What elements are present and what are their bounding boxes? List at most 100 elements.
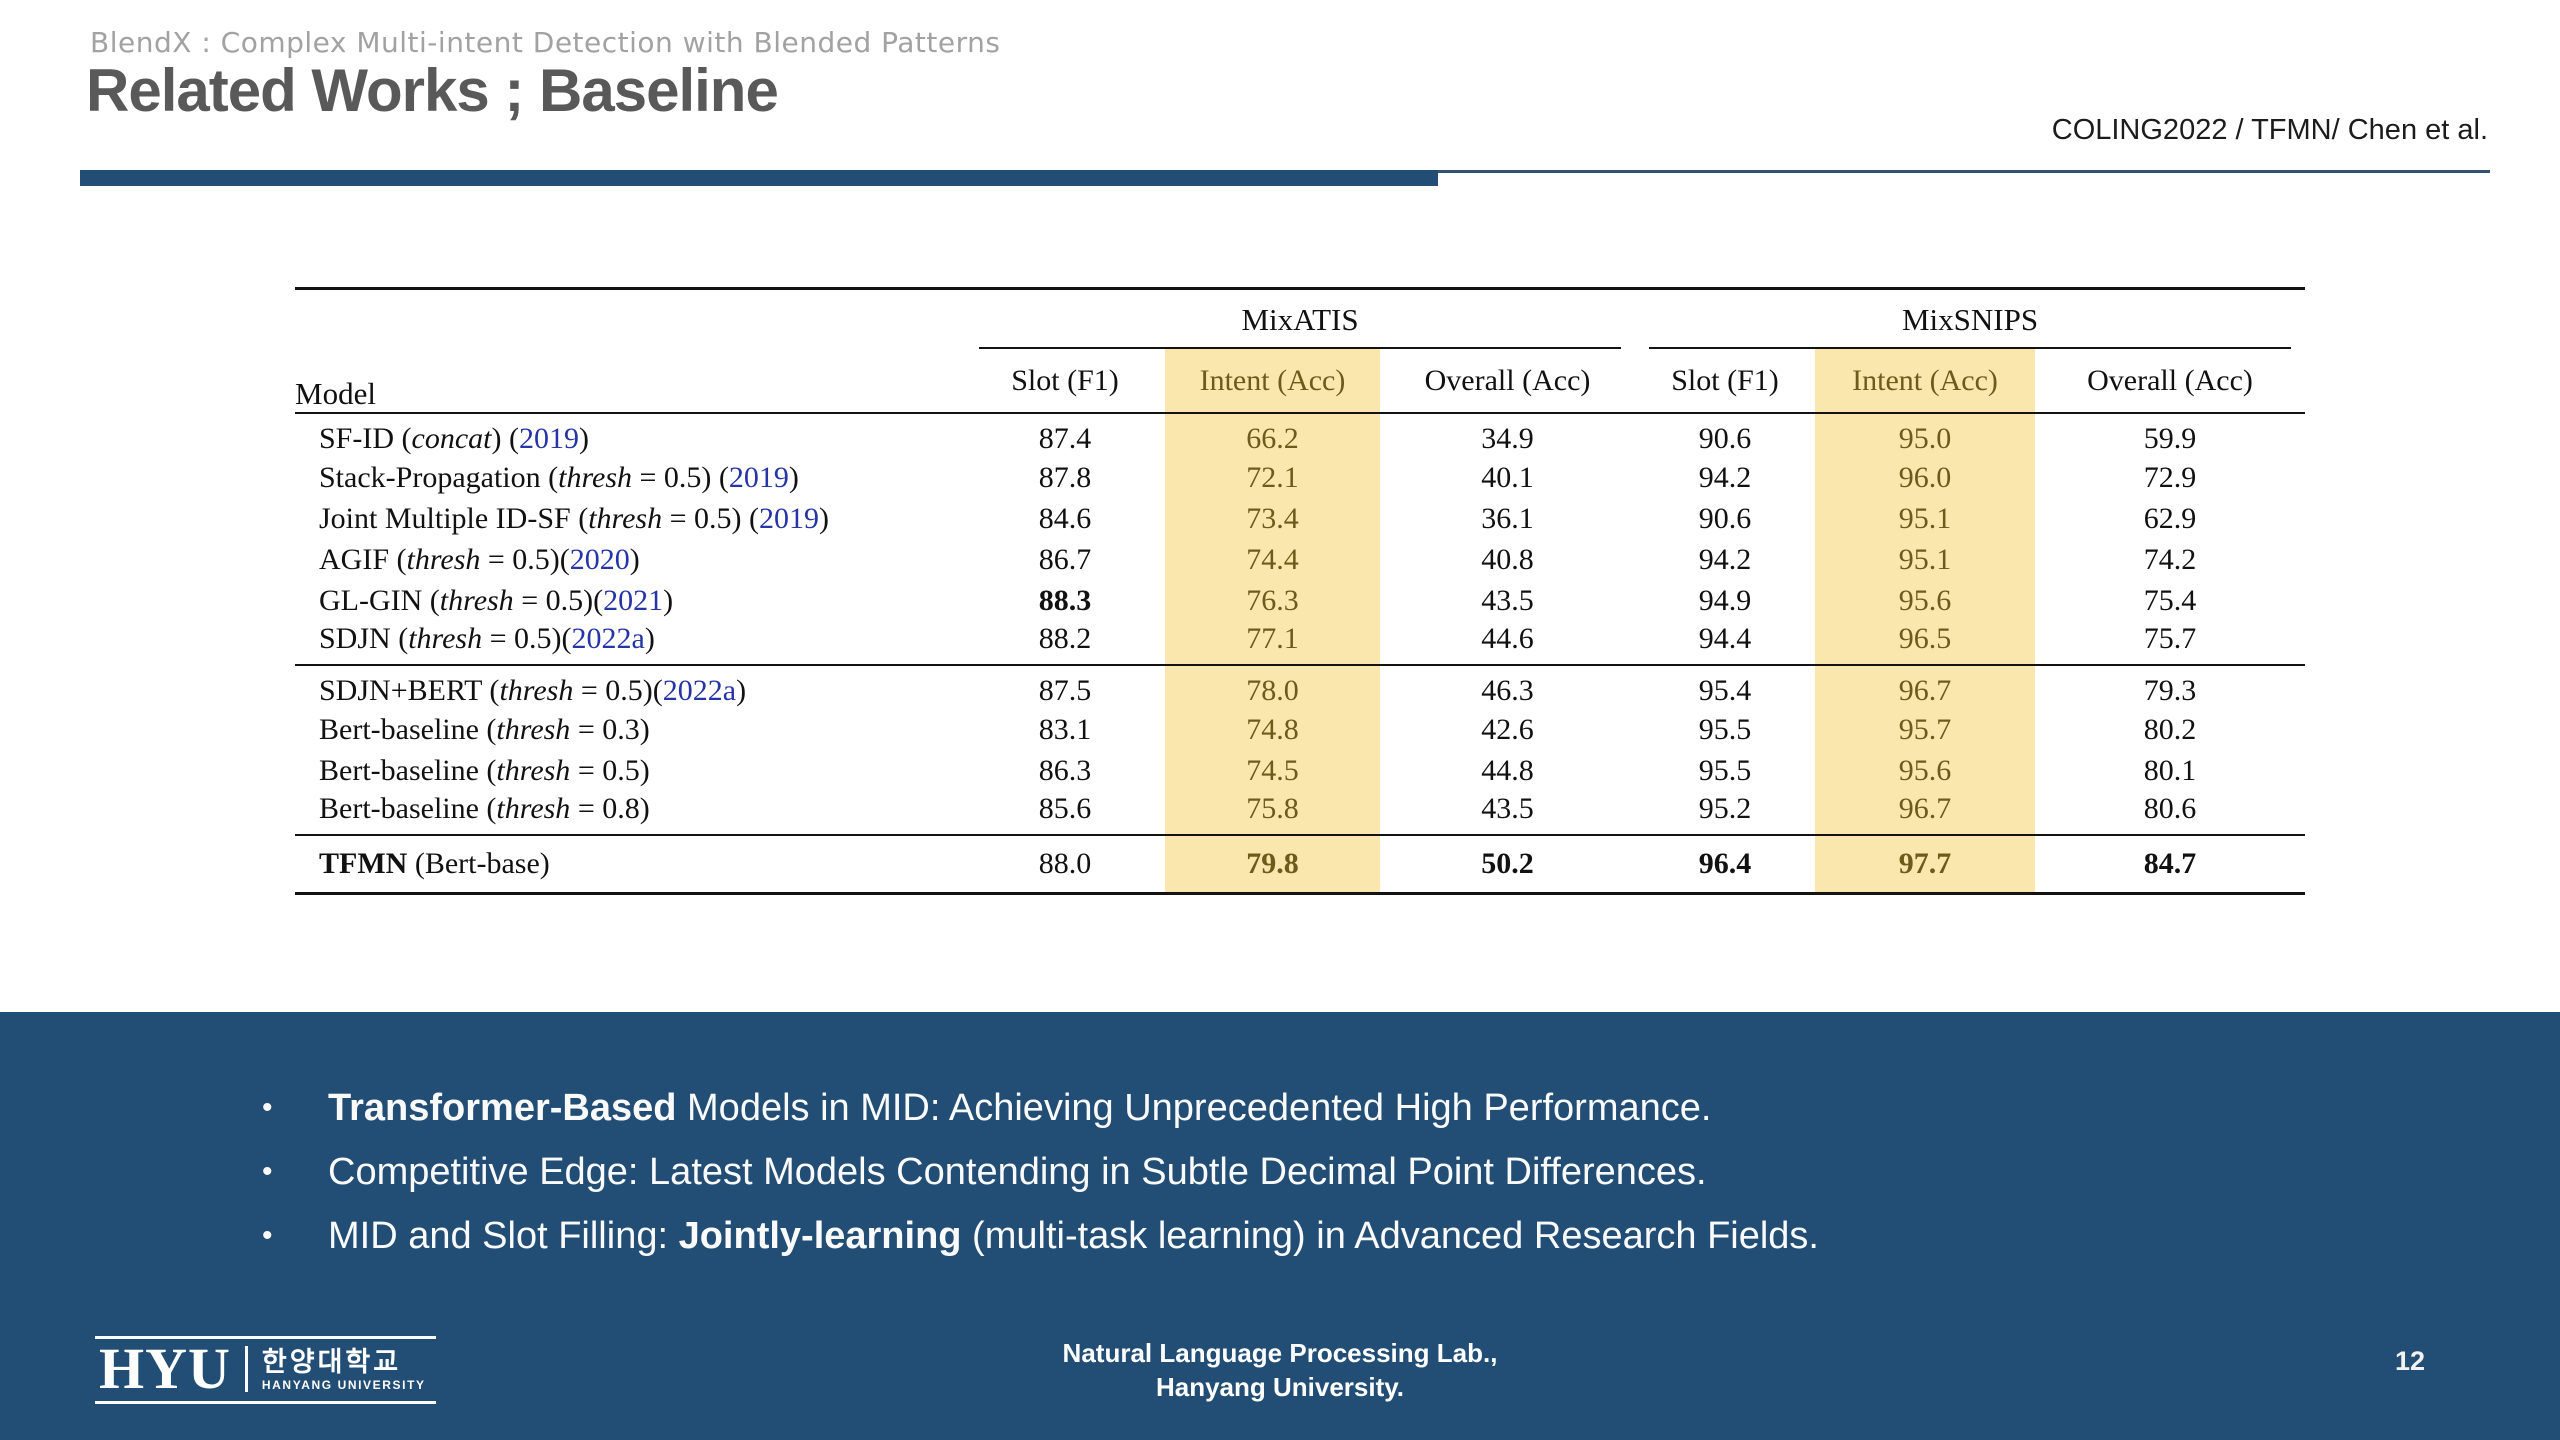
metric-value: 74.2 — [2143, 542, 2197, 576]
hyu-logo-acronym: HYU — [99, 1336, 231, 1401]
metric-value: 96.7 — [1815, 791, 2036, 836]
metric-value: 96.7 — [1815, 665, 2036, 709]
footer-line-1: Natural Language Processing Lab., — [1062, 1338, 1498, 1368]
col-header-intent-mixatis: Intent (Acc) — [1165, 349, 1380, 414]
citation-year: 2022a — [662, 674, 737, 707]
text-segment: Bert-baseline ( — [319, 792, 497, 825]
text-segment: ) — [818, 501, 829, 535]
table-row: TFMN (Bert-base) 88.0 79.8 50.2 96.4 97.7 84.7 — [295, 835, 2305, 893]
bullet-marker: • — [262, 1219, 273, 1252]
table-row: Stack-Propagation (thresh = 0.5) (2019) 8… — [295, 457, 2305, 498]
text-segment: MID and Slot Filling: — [328, 1214, 679, 1257]
model-name: Bert-baseline (thresh = 0.8) — [295, 791, 965, 836]
metric-value: 97.7 — [1815, 835, 2036, 893]
text-segment: = 0.5)( — [480, 542, 570, 576]
text-segment: TFMN — [319, 846, 408, 880]
results-table: Model MixATIS MixSNIPS Slot (F1) Intent (… — [295, 287, 2306, 895]
bullet-text: MID and Slot Filling: Jointly-learning (… — [328, 1215, 1819, 1258]
results-table-container: Model MixATIS MixSNIPS Slot (F1) Intent (… — [295, 287, 2306, 895]
metric-value: 94.9 — [1698, 583, 1752, 617]
table-row: Bert-baseline (thresh = 0.3) 83.1 74.8 42.6… — [295, 709, 2305, 750]
text-segment: Stack-Propagation ( — [319, 460, 559, 494]
metric-value: 96.0 — [1815, 457, 2036, 498]
metric-value: 94.2 — [1698, 460, 1752, 494]
metric-value: 84.6 — [1038, 501, 1092, 535]
text-segment: Joint Multiple ID-SF ( — [319, 501, 589, 535]
metric-value: 95.5 — [1698, 753, 1752, 787]
metric-value: 94.4 — [1635, 621, 1816, 666]
metric-value: 75.7 — [2035, 621, 2306, 666]
metric-value: 66.2 — [1165, 413, 1380, 457]
citation-reference: COLING2022 / TFMN/ Chen et al. — [2051, 114, 2488, 146]
metric-value: 95.6 — [1815, 580, 2036, 621]
metric-value: 83.1 — [1038, 712, 1092, 746]
col-header-overall-mixsnips: Overall (Acc) — [2035, 349, 2306, 414]
metric-value: 73.4 — [1165, 498, 1380, 539]
bullet-item: • Competitive Edge: Latest Models Contend… — [262, 1140, 1819, 1204]
metric-value: 74.8 — [1165, 709, 1380, 750]
text-segment: = 0.5)( — [573, 674, 663, 707]
bullet-marker: • — [262, 1155, 273, 1188]
text-segment: = 0.5)( — [513, 583, 604, 617]
text-segment: ) — [736, 674, 747, 707]
model-name: SDJN (thresh = 0.5)(2022a) — [295, 621, 965, 666]
text-segment: thresh — [496, 712, 571, 746]
table-header: Model MixATIS MixSNIPS Slot (F1) Intent (… — [295, 288, 2306, 414]
model-name: GL-GIN (thresh = 0.5)(2021) — [295, 580, 965, 621]
table-row: Bert-baseline (thresh = 0.5) 86.3 74.5 44.8… — [295, 750, 2305, 791]
group-header-cell-mixatis: MixATIS — [965, 289, 1635, 349]
metric-value: 95.7 — [1815, 709, 2036, 750]
metric-value: 95.6 — [1815, 750, 2036, 791]
table-row: Joint Multiple ID-SF (thresh = 0.5) (201… — [295, 498, 2305, 539]
group-header-mixsnips: MixSNIPS — [1649, 302, 2292, 349]
text-segment: = 0.5) — [570, 753, 650, 787]
metric-value: 42.6 — [1481, 712, 1534, 746]
model-name: AGIF (thresh = 0.5)(2020) — [295, 539, 965, 580]
title-underline-bar — [80, 170, 1438, 186]
footer-line-2: Hanyang University. — [1155, 1372, 1405, 1402]
model-name: SDJN+BERT (thresh = 0.5)(2022a) — [295, 665, 965, 709]
metric-value: 75.8 — [1165, 791, 1380, 836]
text-segment: AGIF ( — [319, 542, 407, 576]
metric-value: 50.2 — [1481, 846, 1534, 880]
bottom-band — [0, 1012, 2560, 1440]
metric-value: 34.9 — [1481, 422, 1534, 455]
title-underline-rule — [1438, 170, 2490, 173]
metric-value: 75.4 — [2143, 583, 2197, 617]
text-segment: ) — [629, 542, 640, 576]
metric-value: 80.2 — [2143, 712, 2197, 746]
model-name: TFMN (Bert-base) — [295, 835, 965, 893]
metric-value: 72.9 — [2143, 460, 2197, 494]
text-segment: ) ( — [491, 422, 519, 455]
model-name: Stack-Propagation (thresh = 0.5) (2019) — [295, 457, 965, 498]
model-name: SF-ID (concat) (2019) — [295, 413, 965, 457]
metric-value: 95.4 — [1698, 674, 1752, 707]
metric-value: 87.5 — [1038, 674, 1092, 707]
metric-value: 95.2 — [1635, 791, 1816, 836]
metric-value: 80.6 — [2035, 791, 2306, 836]
text-segment: = 0.5)( — [482, 622, 572, 655]
text-segment: = 0.8) — [570, 792, 650, 825]
footer-lab-name: Natural Language Processing Lab., Hanyan… — [0, 1336, 2560, 1404]
metric-value: 94.2 — [1698, 542, 1752, 576]
bullet-text: Transformer-Based Models in MID: Achievi… — [328, 1087, 1711, 1130]
text-segment: thresh — [499, 674, 574, 707]
table-row: AGIF (thresh = 0.5)(2020) 86.7 74.4 40.8 94.… — [295, 539, 2305, 580]
metric-value: 80.1 — [2143, 753, 2197, 787]
metric-value: 88.2 — [965, 621, 1165, 666]
text-segment: concat — [411, 422, 492, 455]
table-group-3: TFMN (Bert-base) 88.0 79.8 50.2 96.4 97.7 84.7 — [295, 835, 2305, 893]
metric-value: 40.1 — [1481, 460, 1534, 494]
bullet-item: • Transformer-Based Models in MID: Achiev… — [262, 1076, 1819, 1140]
table-group-2: SDJN+BERT (thresh = 0.5)(2022a) 87.5 78.0 4… — [295, 665, 2306, 836]
page-title: Related Works ; Baseline — [86, 57, 779, 124]
text-segment: Bert-baseline ( — [319, 712, 497, 746]
table-row: SF-ID (concat) (2019) 87.4 66.2 34.9 90.6 95.… — [295, 413, 2305, 457]
text-segment: SF-ID ( — [319, 422, 412, 455]
metric-value: 95.1 — [1815, 498, 2036, 539]
metric-value: 79.3 — [2143, 674, 2197, 707]
model-column-header: Model — [295, 288, 965, 414]
text-segment: Jointly-learning — [678, 1214, 962, 1257]
metric-value: 90.6 — [1698, 501, 1752, 535]
metric-value: 95.1 — [1815, 539, 2036, 580]
